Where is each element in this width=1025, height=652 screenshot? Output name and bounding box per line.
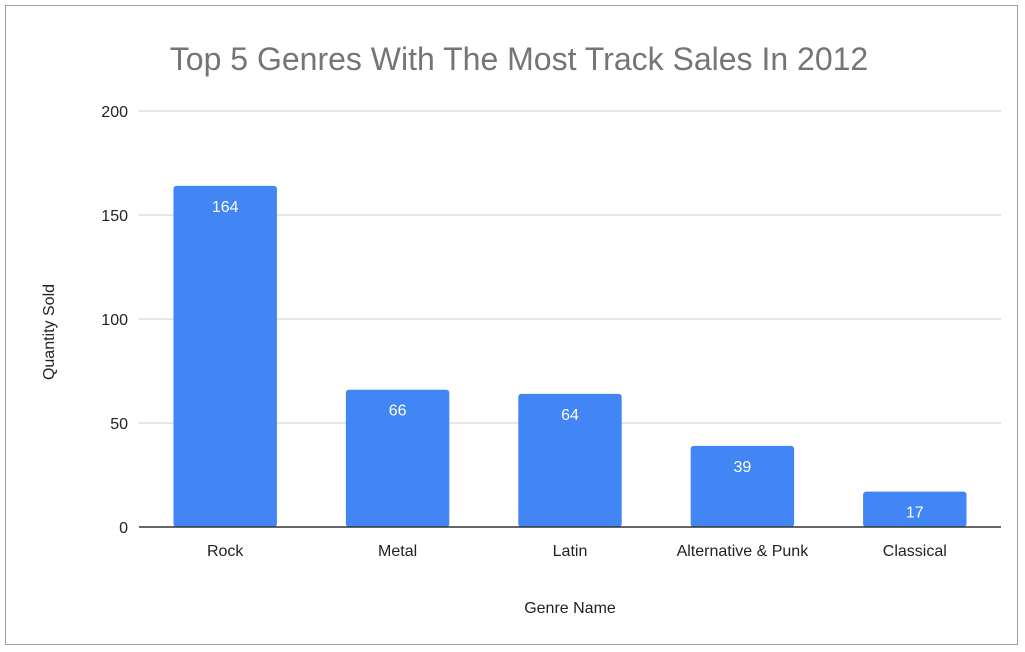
x-axis-ticks: Rock Metal Latin Alternative & Punk Classica…	[207, 543, 947, 560]
x-axis-label: Genre Name	[524, 600, 616, 617]
y-tick-label: 0	[119, 520, 128, 537]
chart-title: Top 5 Genres With The Most Track Sales I…	[170, 41, 868, 77]
y-tick-label: 50	[110, 416, 128, 433]
x-tick-label: Classical	[883, 543, 947, 560]
bar-data-label: 66	[389, 403, 407, 420]
bar-data-label: 17	[906, 505, 924, 522]
bar-data-label: 39	[734, 459, 752, 476]
x-tick-label: Latin	[553, 543, 588, 560]
y-tick-label: 150	[101, 208, 128, 225]
bar-data-label: 164	[212, 199, 239, 216]
bar	[690, 445, 795, 527]
y-axis-ticks: 0 50 100 150 200	[101, 104, 128, 537]
x-tick-label: Rock	[207, 543, 244, 560]
bar	[863, 491, 967, 527]
y-tick-label: 100	[101, 312, 128, 329]
bars: 164 66 64 39 17	[173, 185, 967, 527]
x-tick-label: Alternative & Punk	[677, 543, 810, 560]
bar-data-label: 64	[561, 407, 579, 424]
bar	[518, 393, 622, 527]
bar	[173, 185, 277, 527]
y-axis-label: Quantity Sold	[41, 284, 58, 380]
x-tick-label: Metal	[378, 543, 417, 560]
bar	[345, 389, 450, 527]
y-tick-label: 200	[101, 104, 128, 121]
